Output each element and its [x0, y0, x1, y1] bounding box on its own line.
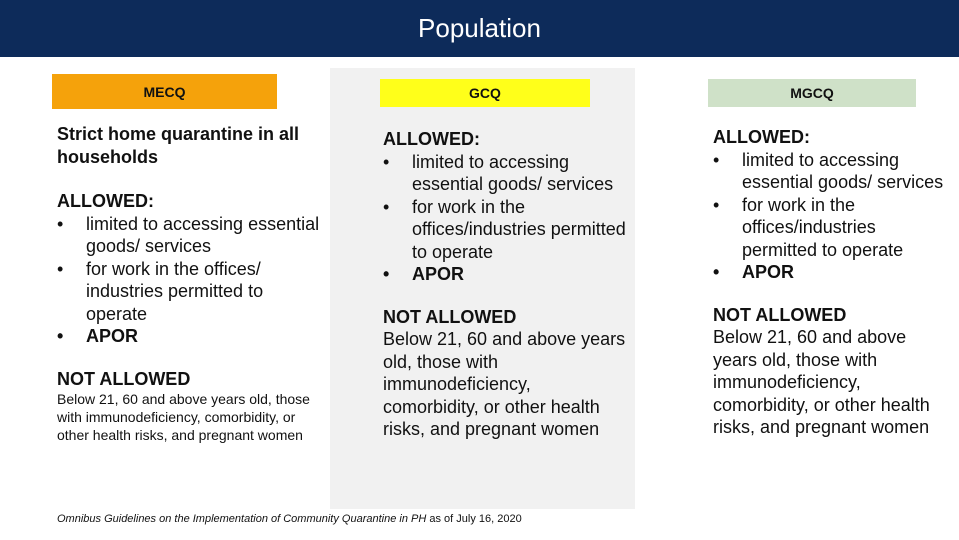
column-gcq: ALLOWED: • limited to accessing essentia… [383, 128, 628, 441]
source-footnote: Omnibus Guidelines on the Implementation… [57, 513, 657, 525]
mecq-intro: Strict home quarantine in all households [57, 124, 300, 167]
bullet-icon: • [713, 194, 720, 215]
list-item: • for work in the offices/industries per… [713, 194, 904, 260]
list-item: • APOR [713, 262, 795, 282]
list-item: • limited to accessing essential goods/ … [57, 213, 320, 257]
gcq-not-allowed-heading: NOT ALLOWED [383, 306, 517, 327]
bullet-icon: • [713, 262, 720, 282]
bullet-icon: • [383, 151, 390, 172]
page-title: Population [0, 0, 959, 57]
mgcq-not-allowed-text: Below 21, 60 and above years old, those … [713, 327, 930, 437]
mgcq-not-allowed-heading: NOT ALLOWED [713, 304, 847, 325]
source-title: Omnibus Guidelines on the Implementation… [57, 513, 427, 525]
mecq-not-allowed-text: Below 21, 60 and above years old, those … [57, 391, 310, 443]
list-item: • for work in the offices/industries per… [383, 196, 626, 262]
bullet-icon: • [57, 326, 64, 346]
tag-mgcq: MGCQ [708, 79, 916, 107]
bullet-icon: • [57, 213, 64, 234]
bullet-icon: • [57, 258, 64, 279]
mecq-not-allowed-heading: NOT ALLOWED [57, 368, 191, 389]
gcq-panel-background [330, 68, 635, 509]
mecq-allowed-list: • limited to accessing essential goods/ … [57, 213, 327, 348]
gcq-allowed-heading: ALLOWED: [383, 129, 480, 149]
column-mgcq: ALLOWED: • limited to accessing essentia… [713, 126, 953, 439]
mgcq-allowed-list: • limited to accessing essential goods/ … [713, 149, 953, 284]
bullet-icon: • [713, 149, 720, 170]
list-item: • APOR [383, 264, 465, 284]
source-date: as of July 16, 2020 [426, 513, 522, 525]
bullet-icon: • [383, 264, 390, 284]
column-mecq: Strict home quarantine in all households… [57, 123, 327, 444]
tag-mecq: MECQ [52, 74, 277, 109]
bullet-icon: • [383, 196, 390, 217]
mgcq-allowed-heading: ALLOWED: [713, 127, 810, 147]
list-item: • APOR [57, 326, 139, 346]
list-item: • for work in the offices/ industries pe… [57, 258, 264, 324]
mecq-allowed-heading: ALLOWED: [57, 191, 154, 211]
list-item: • limited to accessing essential goods/ … [713, 149, 944, 193]
tag-gcq: GCQ [380, 79, 590, 107]
gcq-allowed-list: • limited to accessing essential goods/ … [383, 151, 628, 286]
list-item: • limited to accessing essential goods/ … [383, 151, 614, 195]
gcq-not-allowed-text: Below 21, 60 and above years old, those … [383, 329, 626, 439]
